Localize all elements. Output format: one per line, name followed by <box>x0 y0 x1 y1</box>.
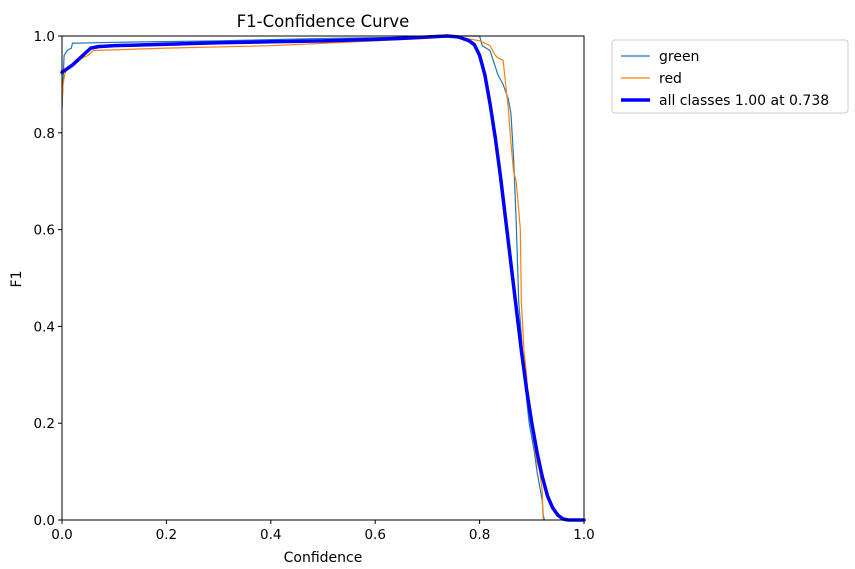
y-tick-label: 0.2 <box>34 416 55 432</box>
legend-frame <box>611 39 849 114</box>
axes-frame <box>61 35 585 521</box>
legend: green red all classes 1.00 at 0.738 <box>611 39 849 114</box>
series-line-0 <box>61 35 545 521</box>
x-axis: 0.0 0.2 0.4 0.6 0.8 1.0 <box>51 520 595 543</box>
chart-title: F1-Confidence Curve <box>237 12 410 31</box>
legend-label-0: green <box>659 49 699 65</box>
y-axis: 0.0 0.2 0.4 0.6 0.8 1.0 <box>34 29 62 529</box>
x-tick-label: 0.2 <box>156 527 177 543</box>
x-tick-label: 0.4 <box>260 527 281 543</box>
y-axis-label: F1 <box>9 271 25 288</box>
legend-label-2: all classes 1.00 at 0.738 <box>659 93 829 109</box>
x-tick-label: 0.6 <box>364 527 385 543</box>
x-tick-label: 1.0 <box>573 527 594 543</box>
x-axis-label: Confidence <box>284 550 363 566</box>
y-tick-label: 1.0 <box>34 29 55 45</box>
y-tick-label: 0.8 <box>34 126 55 142</box>
y-tick-label: 0.6 <box>34 223 55 239</box>
y-tick-label: 0.4 <box>34 319 55 335</box>
legend-label-1: red <box>659 71 682 87</box>
x-tick-label: 0.8 <box>469 527 490 543</box>
x-tick-label: 0.0 <box>51 527 72 543</box>
series-line-2 <box>60 34 586 522</box>
plot-area <box>60 34 586 522</box>
y-tick-label: 0.0 <box>34 513 55 529</box>
